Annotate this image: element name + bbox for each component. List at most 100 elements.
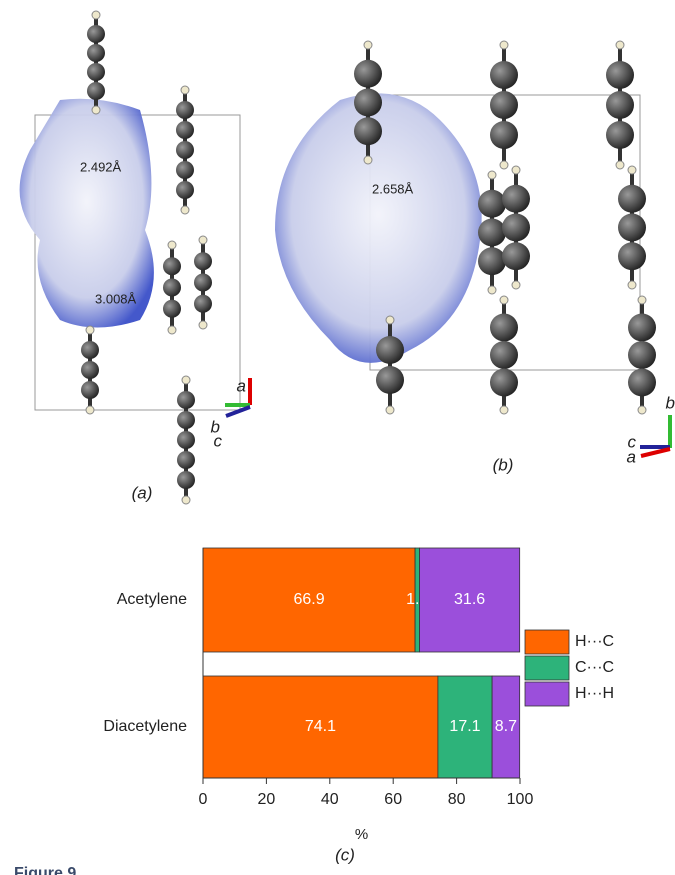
hydrogen	[168, 241, 176, 249]
x-tick-label: 80	[448, 791, 466, 808]
legend-swatch	[525, 630, 569, 654]
carbon	[354, 60, 382, 88]
distance-label: 3.008Å	[95, 291, 137, 306]
hydrogen	[168, 326, 176, 334]
carbon	[628, 314, 656, 342]
x-axis-label: %	[355, 826, 368, 843]
distance-label: 2.658Å	[372, 181, 414, 196]
carbon	[606, 121, 634, 149]
x-tick-label: 20	[258, 791, 276, 808]
carbon	[177, 431, 195, 449]
carbon	[502, 214, 530, 242]
x-tick-label: 40	[321, 791, 339, 808]
hydrogen	[181, 206, 189, 214]
carbon	[163, 257, 181, 275]
carbon	[87, 82, 105, 100]
carbon	[87, 63, 105, 81]
hydrogen	[92, 106, 100, 114]
carbon	[194, 274, 212, 292]
carbon	[81, 341, 99, 359]
caption: Figure 9	[14, 865, 76, 875]
hydrogen	[182, 376, 190, 384]
legend-label: H···H	[575, 685, 614, 702]
carbon	[490, 91, 518, 119]
carbon	[81, 361, 99, 379]
carbon	[618, 214, 646, 242]
hydrogen	[364, 156, 372, 164]
hydrogen	[364, 41, 372, 49]
hydrogen	[628, 166, 636, 174]
axis-name: c	[214, 431, 223, 450]
carbon	[354, 89, 382, 117]
x-tick-label: 100	[507, 791, 534, 808]
carbon	[606, 61, 634, 89]
carbon	[81, 381, 99, 399]
hydrogen	[512, 166, 520, 174]
legend-swatch	[525, 656, 569, 680]
hydrogen	[86, 406, 94, 414]
value-label: 17.1	[449, 718, 480, 735]
legend-swatch	[525, 682, 569, 706]
hydrogen	[500, 296, 508, 304]
carbon	[502, 242, 530, 270]
carbon	[606, 91, 634, 119]
panel-label: (b)	[493, 455, 514, 474]
carbon	[177, 451, 195, 469]
panel-label: (c)	[335, 845, 355, 864]
hydrogen	[512, 281, 520, 289]
y-tick-label: Diacetylene	[103, 718, 187, 735]
hydrogen	[616, 161, 624, 169]
carbon	[176, 161, 194, 179]
carbon	[490, 314, 518, 342]
figure: 2.492Å 3.008Å 2.658Å a b c b c a (a) (b)…	[0, 0, 675, 875]
axis-name: b	[666, 393, 675, 412]
carbon	[163, 279, 181, 297]
carbon	[478, 190, 506, 218]
carbon	[176, 181, 194, 199]
hydrogen	[386, 406, 394, 414]
x-tick-label: 0	[199, 791, 208, 808]
carbon	[628, 341, 656, 369]
carbon	[194, 295, 212, 313]
carbon	[354, 117, 382, 145]
axis-name: a	[237, 376, 246, 395]
carbon	[176, 141, 194, 159]
carbon	[87, 25, 105, 43]
carbon	[376, 366, 404, 394]
carbon	[478, 247, 506, 275]
distance-label: 2.492Å	[80, 159, 122, 174]
hydrogen	[182, 496, 190, 504]
hydrogen	[199, 236, 207, 244]
hydrogen	[86, 326, 94, 334]
hydrogen	[628, 281, 636, 289]
carbon	[478, 219, 506, 247]
x-tick-label: 60	[384, 791, 402, 808]
molecular-images	[20, 11, 670, 504]
hydrogen	[638, 406, 646, 414]
hydrogen	[616, 41, 624, 49]
carbon	[376, 336, 404, 364]
hydrogen	[500, 406, 508, 414]
carbon	[176, 121, 194, 139]
carbon	[163, 300, 181, 318]
hydrogen	[638, 296, 646, 304]
carbon	[177, 471, 195, 489]
carbon	[618, 242, 646, 270]
carbon	[628, 369, 656, 397]
axis-name: a	[627, 447, 636, 466]
legend-label: H···C	[575, 633, 614, 650]
y-tick-label: Acetylene	[117, 591, 187, 608]
value-label: 31.6	[454, 591, 485, 608]
carbon	[87, 44, 105, 62]
hydrogen	[500, 41, 508, 49]
legend-label: C···C	[575, 659, 614, 676]
hydrogen	[488, 286, 496, 294]
carbon	[490, 121, 518, 149]
value-label: 74.1	[305, 718, 336, 735]
carbon	[618, 185, 646, 213]
hydrogen	[199, 321, 207, 329]
carbon	[502, 185, 530, 213]
carbon	[194, 252, 212, 270]
hydrogen	[500, 161, 508, 169]
carbon	[490, 369, 518, 397]
